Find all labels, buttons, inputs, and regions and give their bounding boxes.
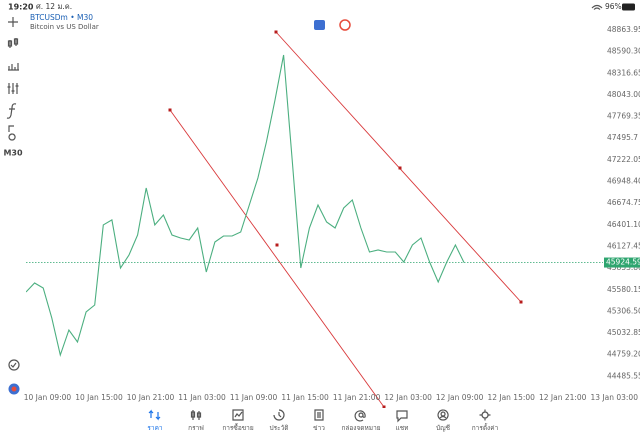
nav-label[interactable]: แชท — [396, 424, 409, 432]
toolbar: M30 — [3, 17, 23, 395]
x-tick-label: 13 Jan 03:00 — [590, 393, 638, 402]
nav-icon[interactable] — [232, 409, 244, 421]
y-tick-label: 48863.95 — [607, 25, 640, 34]
trend-line[interactable] — [169, 109, 385, 408]
nav-label[interactable]: ประวัติ — [270, 424, 289, 432]
x-tick-label: 11 Jan 03:00 — [178, 393, 226, 402]
buy-sell-button[interactable] — [314, 20, 325, 30]
x-tick-label: 10 Jan 09:00 — [24, 393, 72, 402]
y-tick-label: 48316.65 — [607, 68, 640, 77]
x-tick-label: 12 Jan 09:00 — [436, 393, 484, 402]
status-date: ศ. 12 ม.ค. — [36, 2, 72, 11]
nav-icon[interactable] — [148, 409, 161, 421]
y-tick-label: 46674.75 — [607, 198, 640, 207]
x-tick-label: 12 Jan 03:00 — [384, 393, 432, 402]
nav-icon[interactable] — [479, 409, 491, 421]
y-tick-label: 46401.10 — [607, 220, 640, 229]
x-tick-label: 10 Jan 15:00 — [75, 393, 123, 402]
nav-icon[interactable] — [396, 410, 408, 423]
y-tick-label: 45580.15 — [607, 285, 640, 294]
y-tick-label: 44485.55 — [607, 371, 640, 380]
battery-level: 96% — [605, 2, 622, 11]
nav-icon[interactable] — [190, 410, 202, 420]
y-tick-label: 47769.35 — [607, 112, 640, 121]
x-tick-label: 10 Jan 21:00 — [127, 393, 175, 402]
trend-lines — [168, 30, 523, 408]
bottom-nav: ราคา กราฟ การซื้อขาย ประวัติ ข่าว กล่องจดหมาย… — [147, 409, 499, 432]
nav-label[interactable]: กราฟ — [188, 424, 204, 432]
y-tick-label: 46948.40 — [607, 177, 640, 186]
settings-tool[interactable] — [7, 83, 19, 94]
nav-icon[interactable] — [354, 410, 366, 422]
y-tick-label: 45853.80 — [607, 263, 640, 272]
x-tick-label: 12 Jan 21:00 — [539, 393, 587, 402]
nav-label[interactable]: กล่องจดหมาย — [341, 424, 380, 432]
x-tick-label: 12 Jan 15:00 — [487, 393, 535, 402]
nav-label[interactable]: การตั้งค่า — [472, 423, 499, 432]
timeframe[interactable]: M30 — [3, 149, 23, 158]
x-tick-label: 11 Jan 21:00 — [333, 393, 381, 402]
battery-icon — [622, 3, 635, 11]
objects-tool[interactable] — [8, 125, 16, 141]
nav-label[interactable]: ข่าว — [313, 424, 325, 432]
indicators-tool[interactable] — [8, 63, 19, 71]
current-price-label: 45924.59 — [606, 258, 640, 267]
indicator-button[interactable] — [339, 19, 351, 31]
wifi-icon — [591, 4, 603, 10]
x-tick-label: 11 Jan 15:00 — [281, 393, 329, 402]
status-time: 19:20 — [8, 3, 34, 12]
nav-icon[interactable] — [314, 409, 324, 421]
y-tick-label: 47222.05 — [607, 155, 640, 164]
symbol[interactable]: BTCUSDm • M30 — [30, 13, 93, 22]
y-tick-label: 48043.00 — [607, 90, 640, 99]
nav-icon[interactable] — [273, 409, 285, 421]
price-line — [26, 54, 465, 357]
nav-icon[interactable] — [437, 409, 449, 421]
x-tick-label: 11 Jan 09:00 — [230, 393, 278, 402]
y-tick-label: 48590.30 — [607, 47, 640, 56]
current-price-box — [604, 257, 640, 268]
function-tool[interactable] — [6, 103, 17, 119]
y-tick-label: 45306.50 — [607, 306, 640, 315]
y-tick-label: 47495.7 — [607, 133, 638, 142]
nav-label[interactable]: บัญชี — [436, 424, 451, 432]
chart-type-tool[interactable] — [7, 38, 19, 48]
crosshair-tool[interactable] — [8, 17, 18, 27]
search-tool[interactable] — [8, 359, 20, 371]
y-tick-label: 46127.45 — [607, 241, 640, 250]
y-tick-label: 44759.20 — [607, 350, 640, 359]
symbol-description: Bitcoin vs US Dollar — [30, 23, 99, 31]
nav-label[interactable]: ราคา — [147, 424, 162, 432]
nav-label[interactable]: การซื้อขาย — [222, 423, 253, 432]
y-tick-label: 45032.85 — [607, 328, 640, 337]
